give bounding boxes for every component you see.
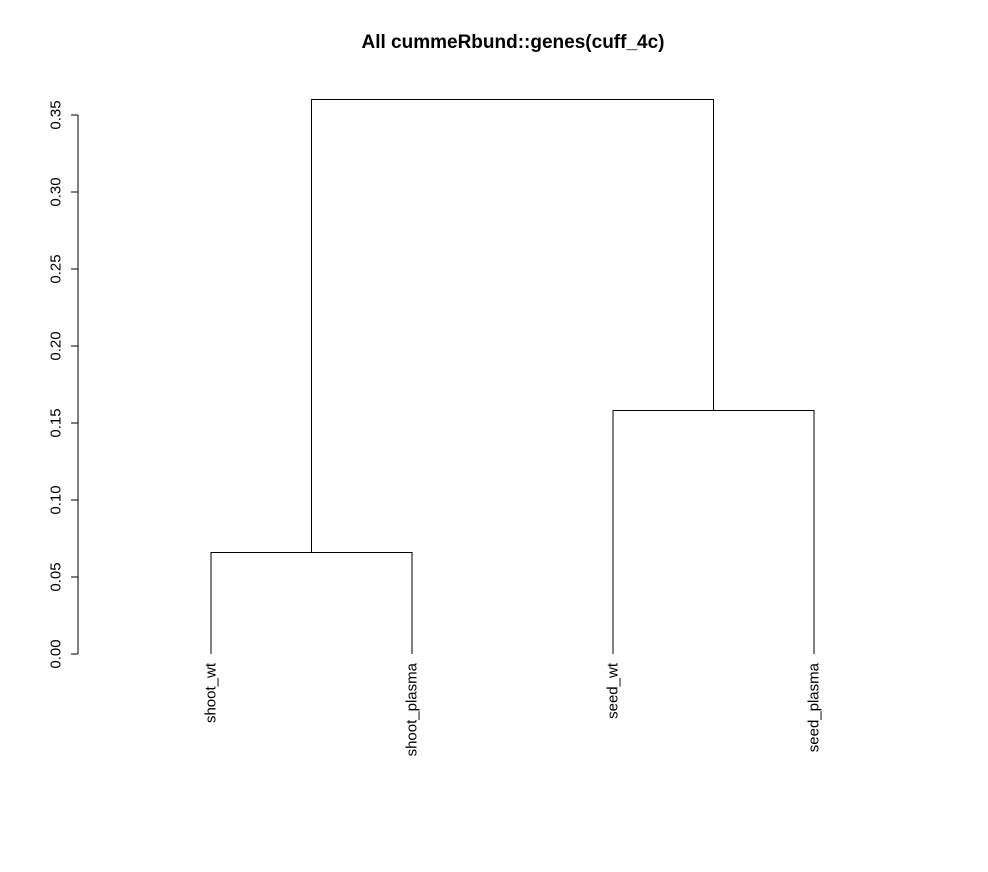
leaf-label: shoot_plasma — [404, 662, 421, 756]
chart-title: All cummeRbund::genes(cuff_4c) — [362, 32, 665, 53]
y-tick-label: 0.20 — [48, 331, 65, 360]
y-axis: 0.00 0.05 0.10 0.15 0.20 0.25 0.30 0.35 — [48, 100, 79, 669]
dendrogram-branch — [210, 551, 413, 654]
y-tick-label: 0.00 — [48, 639, 65, 668]
y-tick-label: 0.10 — [48, 485, 65, 514]
y-tick-label: 0.35 — [48, 100, 65, 129]
y-tick-label: 0.15 — [48, 408, 65, 437]
y-tick-label: 0.25 — [48, 254, 65, 283]
dendrogram-branch — [311, 99, 714, 553]
leaf-label: seed_plasma — [806, 662, 823, 752]
leaf-label: shoot_wt — [203, 662, 220, 723]
y-tick-label: 0.05 — [48, 562, 65, 591]
dendrogram-branch — [612, 410, 815, 654]
leaf-labels: shoot_wt shoot_plasma seed_wt seed_plasma — [203, 662, 823, 756]
dendrogram-branches — [210, 99, 815, 654]
y-tick-label: 0.30 — [48, 177, 65, 206]
leaf-label: seed_wt — [605, 662, 622, 719]
